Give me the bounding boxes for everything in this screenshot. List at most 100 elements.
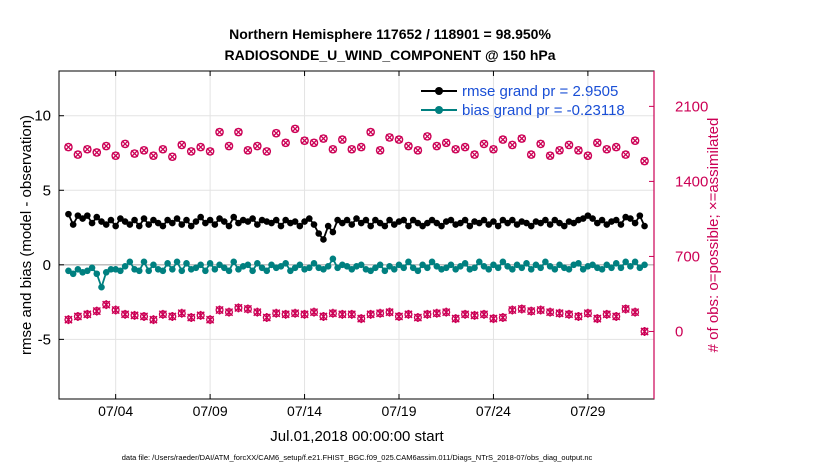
obs-assimilated-point (262, 313, 271, 323)
bias-point (169, 265, 176, 273)
obs-assimilated-point (206, 315, 215, 325)
bias-point (145, 267, 153, 275)
bias-point (206, 260, 214, 267)
series-layer (65, 210, 648, 291)
obs-assimilated-point (366, 309, 375, 319)
bias-point (348, 265, 356, 273)
obs-assimilated-point (243, 304, 252, 314)
rmse-point (305, 215, 313, 222)
bias-point (220, 264, 228, 272)
rmse-point (135, 222, 143, 230)
rmse-point (244, 218, 252, 225)
bias-point (216, 261, 223, 269)
obs-possible-point (186, 147, 196, 156)
obs-assimilated-mark (357, 143, 365, 151)
bias-point (150, 261, 157, 269)
x-tick-label: 07/14 (287, 403, 322, 419)
bias-point (287, 267, 294, 275)
x-tick-label: 07/29 (570, 403, 605, 419)
obs-assimilated-point (498, 313, 507, 323)
rmse-point (480, 216, 488, 224)
obs-assimilated-mark (263, 147, 271, 156)
obs-possible-point (385, 133, 394, 142)
obs-assimilated-mark (282, 139, 290, 147)
obs-assimilated-point (508, 305, 517, 315)
rmse-point (612, 216, 620, 224)
obs-assimilated-mark (376, 146, 384, 154)
obs-possible-point (262, 147, 272, 156)
bias-point (254, 260, 261, 267)
obs-possible-point (224, 141, 234, 151)
bias-point (84, 267, 91, 275)
footer-data-file: data file: /Users/raeder/DAI/ATM_forcXX/… (122, 453, 593, 462)
obs-assimilated-point (338, 309, 347, 319)
bias-point (603, 261, 611, 269)
obs-possible-point (319, 134, 328, 143)
obs-possible-point (564, 140, 574, 150)
obs-assimilated-mark (348, 145, 356, 153)
obs-possible-point (73, 150, 83, 159)
y-tick-label-right: 0 (675, 323, 683, 340)
obs-possible-point (394, 135, 404, 144)
obs-possible-point (441, 138, 451, 148)
rmse-point (627, 215, 634, 222)
rmse-point (475, 219, 483, 227)
rmse-point (598, 216, 606, 224)
rmse-point (334, 216, 341, 224)
obs-assimilated-mark (593, 139, 601, 147)
obs-possible-point (253, 141, 262, 151)
obs-possible-point (64, 142, 73, 152)
rmse-point (490, 218, 497, 225)
obs-possible-point (536, 139, 545, 149)
obs-possible-point (177, 140, 187, 150)
obs-assimilated-point (224, 307, 234, 317)
obs-possible-point (640, 156, 649, 166)
bias-point (102, 268, 110, 276)
bias-point (509, 265, 516, 273)
bias-point (381, 267, 389, 275)
obs-assimilated-mark (461, 143, 469, 151)
obs-possible-point (470, 150, 479, 159)
bias-point (419, 261, 426, 269)
legend-bias-marker (435, 106, 443, 114)
obs-possible-point (243, 146, 253, 155)
rmse-point (140, 215, 148, 222)
rmse-point (447, 216, 455, 224)
rmse-point (485, 221, 493, 228)
bias-point (334, 264, 341, 272)
bias-point (225, 267, 233, 275)
obs-assimilated-point (291, 308, 300, 318)
obs-possible-point (460, 142, 470, 152)
rmse-point (126, 221, 134, 228)
bias-point (400, 264, 408, 272)
obs-possible-point (517, 134, 527, 143)
bias-point (65, 267, 72, 275)
obs-possible-point (290, 124, 300, 134)
rmse-point (220, 218, 228, 225)
rmse-point (419, 222, 426, 230)
rmse-point (121, 218, 129, 225)
y-axis-label-left: rmse and bias (model - observation) (18, 115, 35, 355)
bias-point (310, 260, 318, 267)
bias-point (277, 263, 285, 270)
obs-assimilated-mark (499, 135, 507, 144)
obs-assimilated-mark (574, 146, 583, 154)
x-tick-label: 07/19 (381, 403, 416, 419)
rmse-point (74, 212, 82, 219)
obs-possible-point (432, 141, 442, 151)
obs-possible-point (281, 138, 290, 148)
rmse-point (414, 219, 422, 227)
obs-assimilated-mark (395, 135, 403, 144)
bias-point (551, 265, 559, 273)
y-tick-label-left: 5 (43, 182, 51, 199)
rmse-point (390, 221, 398, 228)
obs-assimilated-point (300, 309, 309, 319)
obs-assimilated-mark (272, 129, 280, 137)
bias-point (117, 267, 124, 275)
rmse-point (154, 219, 162, 227)
bias-point (537, 264, 544, 272)
obs-possible-point (489, 144, 498, 154)
bias-point (442, 264, 450, 272)
obs-assimilated-point (564, 309, 574, 319)
rmse-point (169, 219, 176, 227)
